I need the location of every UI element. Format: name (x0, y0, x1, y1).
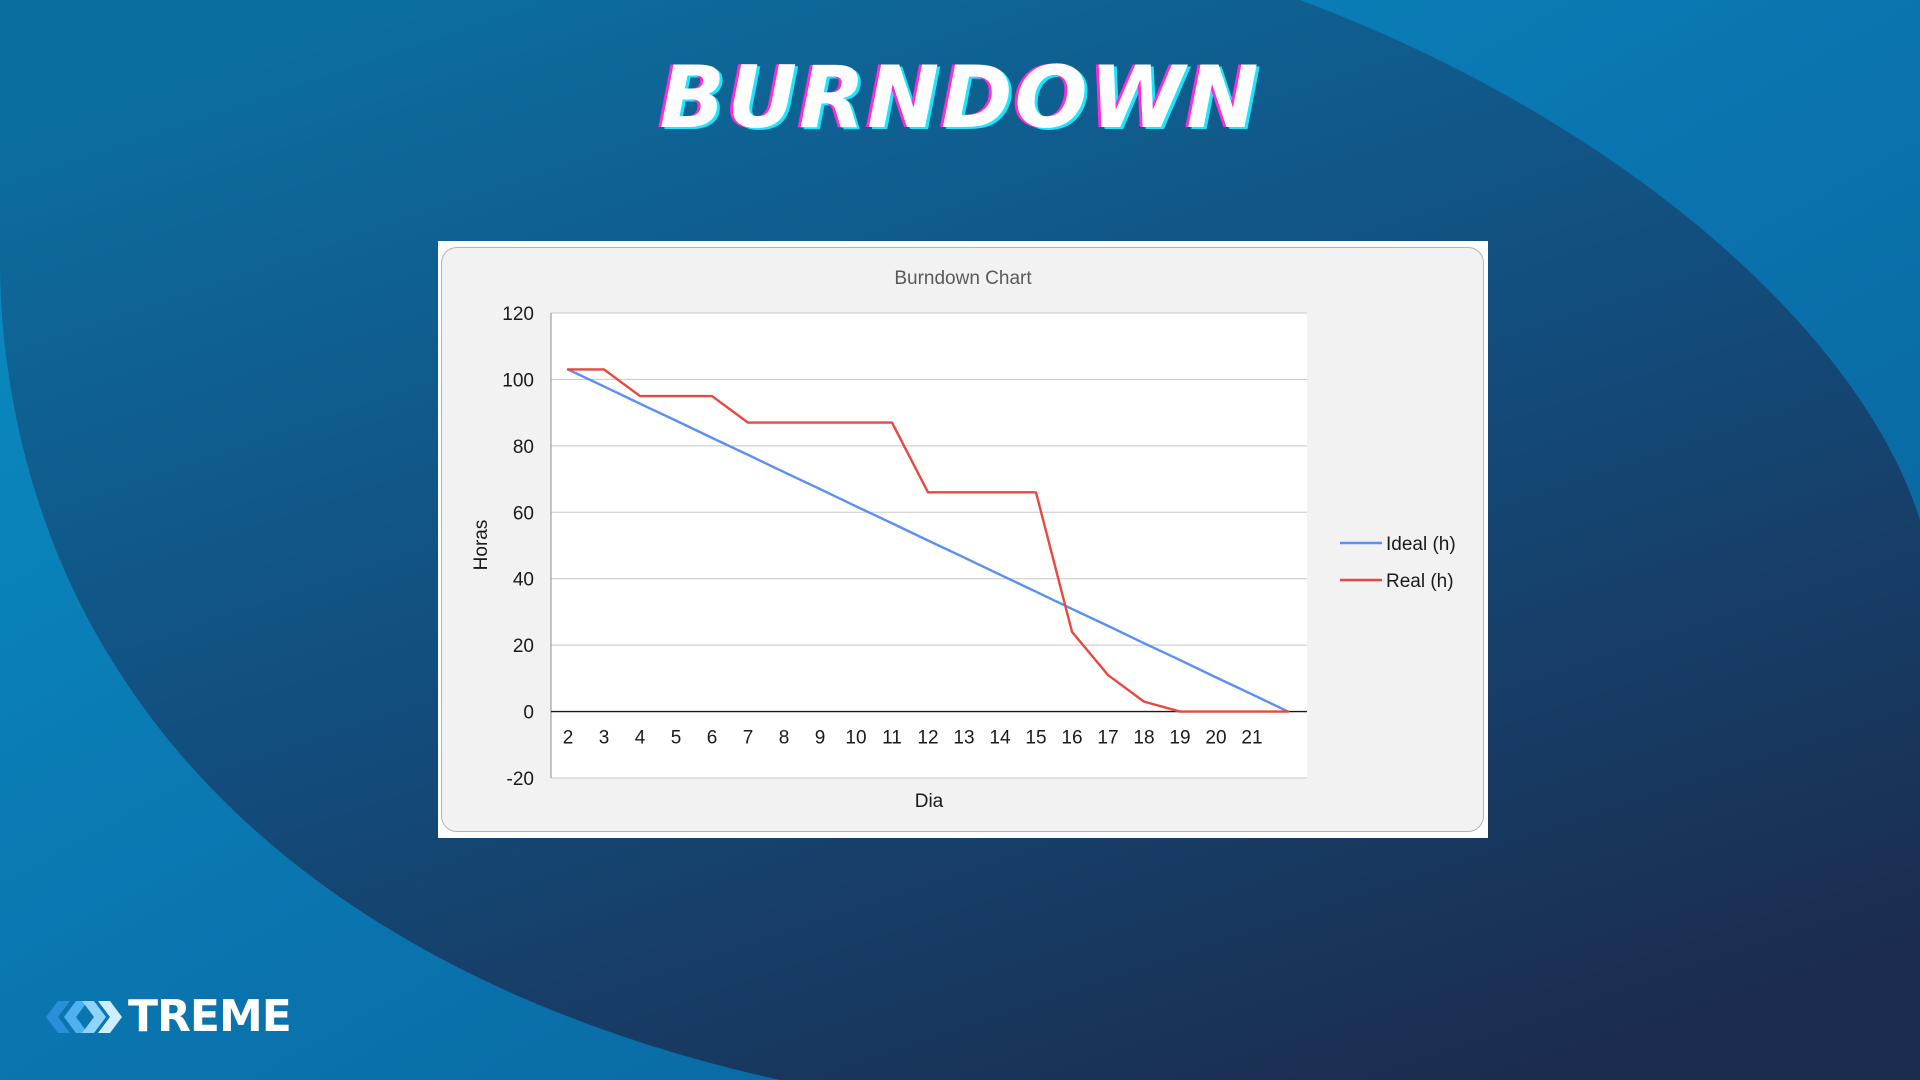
xtreme-logo: TREME (46, 991, 292, 1042)
legend-ideal-label: Ideal (h) (1386, 534, 1456, 555)
real-series-line (566, 368, 1290, 713)
x-tick-label: 7 (743, 728, 754, 749)
legend-real-label: Real (h) (1386, 571, 1454, 592)
x-tick-label: 18 (1133, 728, 1154, 749)
y-tick-label: 80 (513, 437, 534, 458)
y-tick-label: 20 (513, 636, 534, 657)
logo-chevrons-icon (46, 1001, 122, 1033)
x-tick-label: 3 (599, 728, 610, 749)
logo-text: TREME (128, 991, 292, 1042)
x-tick-label: 8 (779, 728, 790, 749)
y-tick-label: 100 (502, 370, 534, 391)
x-tick-label: 4 (635, 728, 646, 749)
x-tick-label: 6 (707, 728, 718, 749)
x-tick-label: 12 (917, 728, 938, 749)
y-tick-label: 40 (513, 570, 534, 591)
y-tick-label: 0 (523, 703, 534, 724)
x-tick-label: 13 (953, 728, 974, 749)
burndown-chart: Burndown Chart 120 100 80 60 40 20 0 -20 2 3 4 5 6 7 8 9… (471, 268, 1456, 812)
x-tick-label: 19 (1169, 728, 1190, 749)
x-tick-label: 16 (1061, 728, 1082, 749)
ideal-series-line (566, 368, 1290, 713)
x-tick-label: 2 (563, 728, 574, 749)
y-tick-label: 60 (513, 503, 534, 524)
chart-title: Burndown Chart (894, 268, 1032, 289)
slide-title: BURNDOWN (659, 48, 1261, 148)
chart-frame: Burndown Chart 120 100 80 60 40 20 0 -20 2 3 4 5 6 7 8 9… (438, 241, 1488, 838)
x-tick-label: 9 (815, 728, 826, 749)
x-tick-label: 17 (1097, 728, 1118, 749)
x-tick-label: 10 (845, 728, 866, 749)
x-tick-label: 5 (671, 728, 682, 749)
x-tick-label: 20 (1205, 728, 1226, 749)
x-tick-label: 14 (989, 728, 1011, 749)
plot-area (551, 313, 1307, 778)
x-tick-label: 21 (1241, 728, 1262, 749)
y-axis-title: Horas (471, 520, 492, 571)
x-axis-title: Dia (915, 791, 944, 812)
x-tick-label: 11 (882, 728, 902, 749)
y-tick-label: 120 (502, 304, 534, 325)
y-tick-label: -20 (507, 769, 534, 790)
x-tick-label: 15 (1025, 728, 1046, 749)
